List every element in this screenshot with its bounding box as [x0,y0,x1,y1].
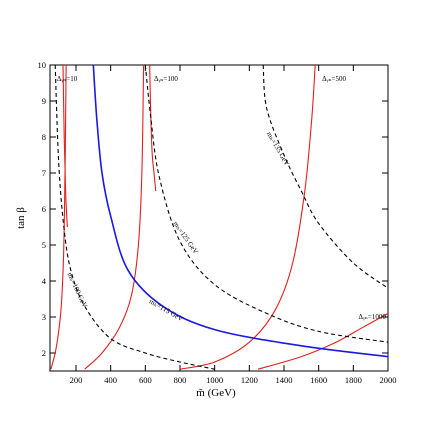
y-tick-label: 7 [42,168,46,178]
y-tick-label: 10 [38,60,47,70]
curve-annotation: mₕ=115 GeV [148,297,185,323]
x-tick-label: 400 [104,375,117,385]
curve-annotation: mₕ=100 GeV [66,271,89,309]
x-tick-label: 1200 [241,375,258,385]
curve-annotation: Δᵧₙ=1000 [359,313,387,321]
axis-ticks: 200 400 600 800 1000 1200 1400 1600 1800 2000 2 3 4 5… [38,60,397,385]
curve-annotation: Δᵧₙ=10 [57,75,78,83]
series-mh125 [144,64,389,343]
x-axis-title: m̃ (GeV) [196,387,236,399]
series-layer [50,64,389,370]
x-tick-label: 800 [174,375,187,385]
x-tick-label: 600 [139,375,152,385]
plot-frame [49,64,389,372]
y-axis-title: tan β [15,207,27,229]
curve-annotation: mₕ=135 GeV [265,130,291,167]
x-tick-label: 1000 [206,375,223,385]
y-tick-label: 6 [42,204,46,214]
x-tick-label: 2000 [380,375,397,385]
curve-annotation: mₕ=125 GeV [171,220,199,256]
series-mh135 [262,64,389,289]
series-delta1000 [257,312,389,370]
series-mh115 [92,64,389,358]
x-tick-label: 1400 [276,375,293,385]
series-delta10 [50,64,67,370]
y-tick-label: 8 [42,132,46,142]
series-mh100 [54,64,215,370]
series-delta100 [84,64,145,370]
series-delta100-right [149,64,157,192]
x-tick-label: 1800 [345,375,362,385]
x-tick-label: 1600 [310,375,327,385]
series-delta10-left [62,64,68,228]
y-tick-label: 5 [42,240,46,250]
curve-annotation: Δᵧₙ=500 [322,75,346,83]
curve-annotation: Δᵧₙ=100 [154,75,178,83]
y-tick-label: 3 [42,312,46,322]
series-delta500 [179,64,316,370]
y-tick-label: 2 [42,348,46,358]
y-tick-label: 4 [42,276,47,286]
x-tick-label: 200 [70,375,83,385]
y-tick-label: 9 [42,96,46,106]
